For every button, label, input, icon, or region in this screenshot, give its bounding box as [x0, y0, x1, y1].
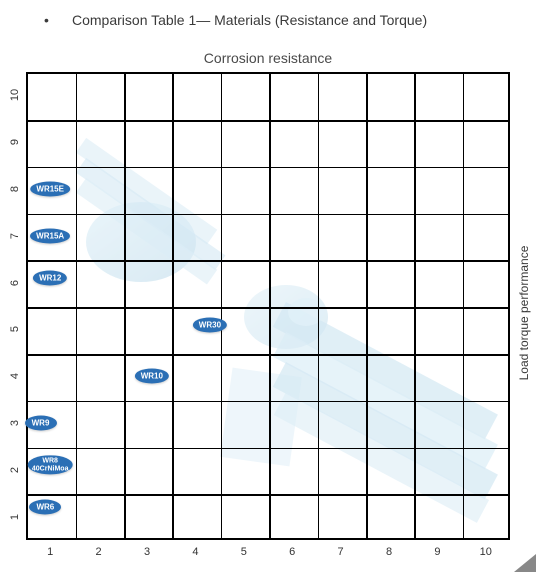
- x-tick: 5: [234, 546, 254, 558]
- gridline-horizontal: [28, 494, 508, 496]
- y-tick: 7: [9, 229, 21, 243]
- data-marker: WR9: [25, 416, 57, 431]
- data-marker: WR30: [193, 317, 227, 332]
- y-tick: 1: [9, 510, 21, 524]
- y-tick: 9: [9, 135, 21, 149]
- chart-subtitle: Corrosion resistance: [0, 50, 536, 66]
- data-marker: WR15E: [30, 182, 70, 197]
- x-tick: 1: [40, 546, 60, 558]
- gridline-vertical: [221, 74, 223, 538]
- y-axis-label: Load torque performance: [517, 246, 531, 381]
- chart-grid: [26, 72, 510, 540]
- data-marker: WR10: [135, 369, 169, 384]
- x-tick: 9: [427, 546, 447, 558]
- y-tick: 3: [9, 416, 21, 430]
- gridline-horizontal: [28, 307, 508, 309]
- y-tick: 8: [9, 182, 21, 196]
- y-tick: 6: [9, 276, 21, 290]
- corner-triangle-icon: [514, 554, 536, 572]
- gridline-horizontal: [28, 448, 508, 450]
- bullet-icon: •: [44, 12, 49, 28]
- gridline-horizontal: [28, 214, 508, 216]
- chart-area: Load torque performance 1234567891012345…: [26, 72, 510, 540]
- data-marker: WR840CrNiMoa: [28, 455, 73, 474]
- y-tick: 4: [9, 369, 21, 383]
- gridline-vertical: [414, 74, 416, 538]
- gridline-horizontal: [28, 401, 508, 403]
- x-tick: 10: [476, 546, 496, 558]
- y-tick: 2: [9, 463, 21, 477]
- x-tick: 3: [137, 546, 157, 558]
- page-title: Comparison Table 1— Materials (Resistanc…: [72, 12, 427, 28]
- gridline-horizontal: [28, 120, 508, 122]
- x-tick: 7: [331, 546, 351, 558]
- x-tick: 2: [89, 546, 109, 558]
- gridline-horizontal: [28, 260, 508, 262]
- x-tick: 8: [379, 546, 399, 558]
- gridline-vertical: [366, 74, 368, 538]
- gridline-vertical: [463, 74, 465, 538]
- y-tick: 5: [9, 322, 21, 336]
- gridline-vertical: [318, 74, 320, 538]
- gridline-horizontal: [28, 167, 508, 169]
- gridline-vertical: [124, 74, 126, 538]
- data-marker: WR6: [29, 500, 61, 515]
- gridline-horizontal: [28, 354, 508, 356]
- y-tick: 10: [9, 88, 21, 102]
- data-marker: WR12: [33, 270, 67, 285]
- gridline-vertical: [76, 74, 78, 538]
- x-tick: 6: [282, 546, 302, 558]
- gridline-vertical: [172, 74, 174, 538]
- gridline-vertical: [269, 74, 271, 538]
- data-marker: WR15A: [30, 228, 70, 243]
- x-tick: 4: [185, 546, 205, 558]
